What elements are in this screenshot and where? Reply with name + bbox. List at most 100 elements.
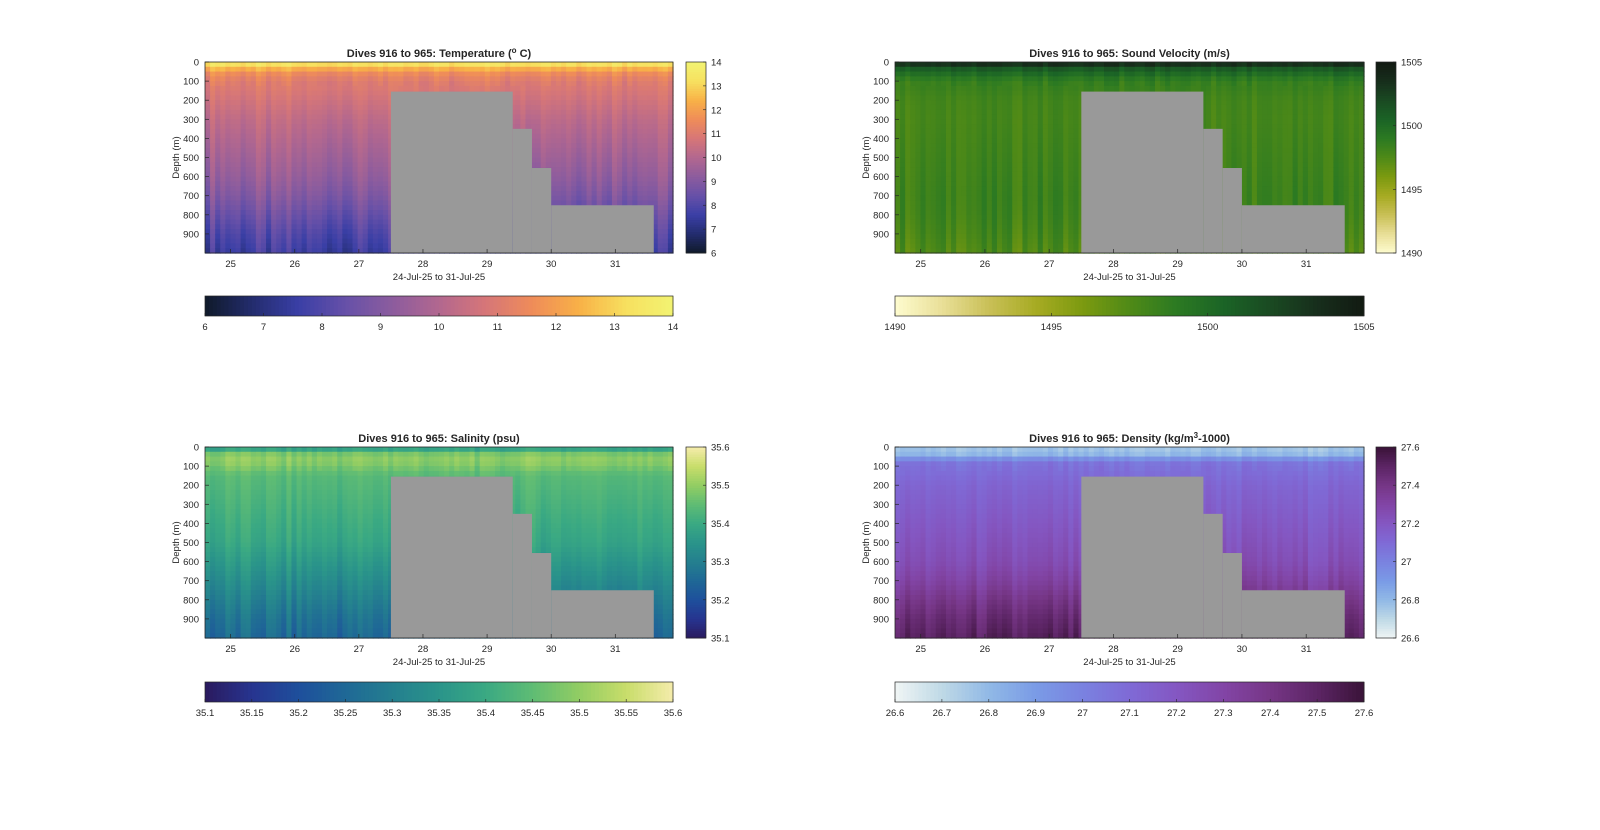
heatmap-cell — [372, 248, 379, 254]
heatmap-cell — [556, 124, 562, 130]
heatmap-cell — [925, 229, 932, 235]
heatmap-cell — [550, 171, 557, 178]
heatmap-cell — [362, 76, 369, 82]
heatmap-cell — [337, 62, 343, 68]
heatmap-cell — [632, 162, 638, 168]
colorbar-segment — [520, 296, 526, 316]
heatmap-cell — [449, 66, 455, 73]
heatmap-cell — [286, 157, 293, 163]
heatmap-cell — [266, 238, 272, 245]
heatmap-cell — [951, 205, 957, 211]
heatmap-cell — [494, 71, 501, 77]
heatmap-cell — [956, 233, 962, 240]
heatmap-cell — [900, 190, 906, 197]
heatmap-cell — [372, 109, 379, 116]
heatmap-cell — [205, 100, 211, 106]
heatmap-cell — [362, 95, 369, 101]
heatmap-cell — [910, 100, 916, 106]
colorbar-segment — [686, 200, 706, 204]
heatmap-cell — [322, 128, 328, 135]
heatmap-cell — [930, 66, 937, 73]
heatmap-cell — [1022, 210, 1029, 216]
heatmap-cell — [337, 81, 343, 87]
colorbar-segment — [322, 296, 327, 316]
colorbar-segment — [686, 205, 706, 209]
heatmap-cell — [951, 167, 957, 173]
heatmap-cell — [561, 119, 567, 125]
heatmap-cell — [991, 104, 998, 111]
heatmap-cell — [930, 233, 937, 240]
heatmap-cell — [596, 171, 603, 178]
heatmap-cell — [561, 85, 567, 92]
heatmap-cell — [935, 243, 942, 249]
heatmap-cell — [667, 205, 674, 211]
heatmap-cell — [642, 66, 649, 73]
heatmap-cell — [520, 109, 527, 116]
heatmap-cell — [996, 100, 1003, 106]
heatmap-cell — [981, 176, 988, 182]
heatmap-cell — [347, 229, 354, 235]
heatmap-cell — [556, 186, 562, 192]
heatmap-cell — [296, 143, 303, 149]
heatmap-cell — [581, 71, 588, 77]
heatmap-cell — [383, 133, 389, 140]
heatmap-cell — [961, 186, 967, 192]
colorbar-segment — [686, 88, 706, 92]
heatmap-cell — [500, 71, 506, 77]
heatmap-cell — [342, 143, 349, 149]
heatmap-cell — [966, 219, 973, 225]
heatmap-cell — [996, 119, 1003, 125]
colorbar-segment — [228, 296, 233, 316]
heatmap-cell — [991, 248, 998, 254]
heatmap-cell — [905, 171, 911, 178]
heatmap-cell — [586, 167, 593, 173]
heatmap-cell — [622, 104, 628, 111]
heatmap-cell — [576, 181, 583, 187]
heatmap-cell — [601, 176, 608, 182]
heatmap-cell — [316, 90, 323, 97]
colorbar-segment — [686, 62, 706, 65]
heatmap-cell — [667, 119, 674, 125]
heatmap-cell — [991, 214, 998, 221]
heatmap-cell — [255, 133, 262, 140]
heatmap-cell — [357, 214, 364, 221]
heatmap-cell — [535, 81, 542, 87]
heatmap-cell — [235, 95, 242, 101]
heatmap-cell — [311, 171, 318, 178]
heatmap-cell — [945, 138, 952, 144]
heatmap-cell — [306, 195, 313, 202]
heatmap-cell — [510, 114, 516, 120]
heatmap-cell — [413, 81, 420, 87]
heatmap-cell — [1007, 85, 1013, 92]
heatmap-cell — [530, 95, 537, 101]
heatmap-cell — [915, 176, 922, 182]
heatmap-cell — [494, 62, 501, 68]
heatmap-cell — [255, 167, 262, 173]
heatmap-cell — [632, 90, 638, 97]
heatmap-cell — [260, 104, 267, 111]
heatmap-cell — [581, 66, 588, 73]
heatmap-cell — [606, 157, 613, 163]
heatmap-cell — [951, 243, 957, 249]
heatmap-cell — [971, 238, 978, 245]
heatmap-cell — [550, 133, 557, 140]
heatmap-cell — [316, 152, 323, 159]
heatmap-cell — [611, 143, 618, 149]
heatmap-cell — [900, 85, 906, 92]
heatmap-cell — [647, 81, 654, 87]
heatmap-cell — [986, 157, 993, 163]
heatmap-cell — [617, 162, 623, 168]
heatmap-cell — [266, 186, 272, 192]
heatmap-cell — [920, 104, 927, 111]
heatmap-cell — [500, 66, 506, 73]
heatmap-cell — [652, 147, 659, 154]
heatmap-cell — [322, 119, 328, 125]
heatmap-cell — [383, 157, 389, 163]
heatmap-cell — [210, 152, 216, 159]
heatmap-cell — [306, 243, 313, 249]
heatmap-cell — [347, 162, 354, 168]
heatmap-cell — [301, 243, 308, 249]
heatmap-cell — [940, 109, 947, 116]
heatmap-cell — [266, 71, 272, 77]
heatmap-cell — [281, 95, 287, 101]
